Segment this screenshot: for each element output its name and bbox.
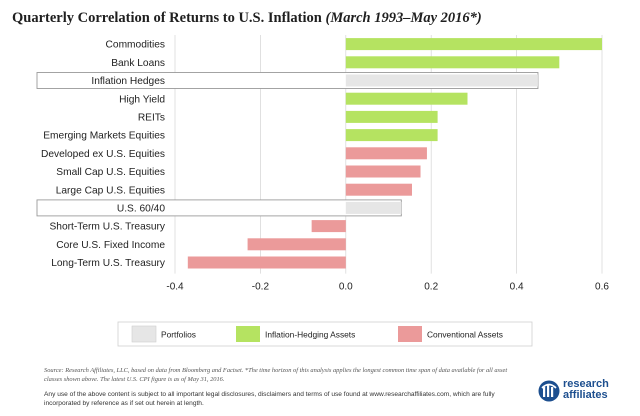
bar	[345, 110, 438, 123]
legend-label: Inflation-Hedging Assets	[265, 330, 355, 340]
bar	[311, 220, 346, 233]
bar	[345, 183, 412, 196]
bar	[345, 165, 421, 178]
x-tick-label: 0.4	[510, 282, 524, 293]
legend-label: Portfolios	[161, 330, 196, 340]
x-tick-label: -0.4	[166, 282, 184, 293]
bar	[247, 238, 346, 251]
x-tick-label: -0.2	[252, 282, 270, 293]
bar	[345, 92, 468, 105]
research-affiliates-logo[interactable]: research affiliates	[538, 378, 634, 406]
x-tick-label: 0.6	[595, 282, 609, 293]
logo-text-affiliates: affiliates	[563, 389, 608, 401]
logo-mark-icon	[538, 380, 560, 402]
category-label: Large Cap U.S. Equities	[56, 185, 165, 196]
category-label: Bank Loans	[111, 58, 165, 69]
x-tick-label: 0.0	[339, 282, 353, 293]
logo-text-research: research	[563, 378, 609, 390]
category-label: Commodities	[106, 40, 165, 51]
category-label: Emerging Markets Equities	[43, 131, 165, 142]
category-label: Inflation Hedges	[91, 76, 165, 87]
x-tick-label: 0.2	[424, 282, 438, 293]
title-sub: (March 1993–May 2016*)	[325, 10, 482, 26]
category-label: Long-Term U.S. Treasury	[51, 258, 166, 269]
bar	[345, 74, 538, 87]
title-main: Quarterly Correlation of Returns to U.S.…	[12, 10, 322, 26]
category-label: U.S. 60/40	[117, 204, 165, 215]
category-label: Small Cap U.S. Equities	[56, 167, 165, 178]
legend-swatch	[236, 326, 260, 342]
legend-swatch	[131, 325, 157, 343]
legend-swatch	[398, 326, 422, 342]
chart-title: Quarterly Correlation of Returns to U.S.…	[12, 10, 632, 27]
bar	[345, 38, 602, 51]
legend-label: Conventional Assets	[427, 330, 503, 340]
bar	[187, 256, 346, 269]
category-label: Short-Term U.S. Treasury	[50, 222, 166, 233]
bar	[345, 147, 427, 160]
bar	[345, 129, 438, 142]
bar	[345, 56, 560, 69]
bar	[345, 201, 402, 214]
category-label: Developed ex U.S. Equities	[41, 149, 165, 160]
category-label: REITs	[138, 113, 165, 124]
source-note: Source: Research Affiliates, LLC, based …	[44, 367, 508, 383]
category-label: High Yield	[119, 94, 165, 105]
legend-box	[117, 321, 533, 347]
category-label: Core U.S. Fixed Income	[56, 240, 165, 251]
disclaimer-note: Any use of the above content is subject …	[44, 391, 495, 407]
